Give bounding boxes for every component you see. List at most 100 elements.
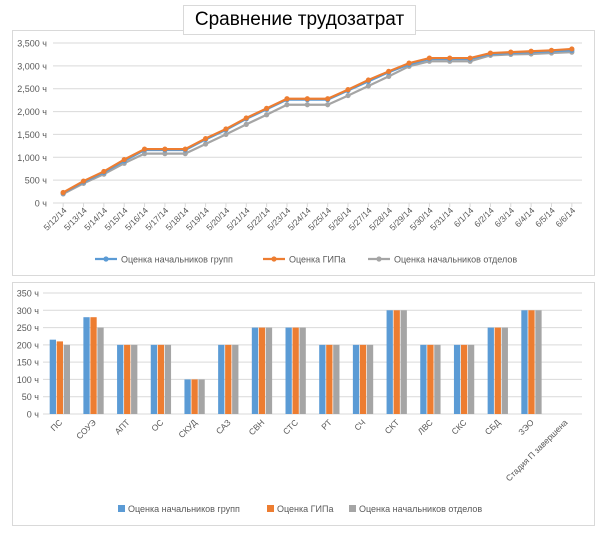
category-label: Стадия П завершена <box>504 417 570 483</box>
bar-сбд-s1 <box>487 327 494 414</box>
legend-label: Оценка начальников групп <box>121 255 233 265</box>
bar-зэо-s1 <box>521 310 528 414</box>
data-point <box>121 156 127 163</box>
data-point <box>202 135 209 142</box>
bar-пс-s1 <box>49 339 56 414</box>
data-point <box>162 146 168 152</box>
y-tick-label: 1,000 ч <box>17 153 47 163</box>
line-chart-panel[interactable] <box>12 30 595 276</box>
y-tick-label: 1,500 ч <box>17 130 47 140</box>
bar-скс-s1 <box>453 344 461 414</box>
y-tick-label: 250 ч <box>17 323 40 333</box>
legend-swatch <box>118 505 125 512</box>
category-label: СБД <box>483 417 503 437</box>
category-label: СВН <box>247 417 267 437</box>
data-point <box>162 151 168 157</box>
bar-скуд-s3 <box>198 379 205 414</box>
bar-ос-s3 <box>164 344 172 414</box>
bar-сч-s3 <box>366 344 374 414</box>
data-point <box>467 55 473 61</box>
series-line-2 <box>62 47 572 194</box>
bar-сбд-s3 <box>501 327 508 414</box>
data-point <box>264 112 270 118</box>
category-label: РТ <box>319 417 333 431</box>
legend-label: Оценка ГИПа <box>277 504 334 514</box>
legend-label: Оценка начальников групп <box>128 504 240 514</box>
bar-сч-s2 <box>359 344 367 414</box>
bar-апт-s3 <box>131 344 138 414</box>
bar-лвс-s2 <box>427 344 434 414</box>
bar-зэо-s2 <box>528 310 535 414</box>
data-point <box>345 92 351 99</box>
bar-саз-s3 <box>232 344 239 414</box>
bar-рт-s3 <box>333 344 340 414</box>
data-point <box>426 55 433 61</box>
bar-стс-s1 <box>285 327 292 414</box>
category-label: СКТ <box>383 417 402 436</box>
bar-скт-s2 <box>393 310 400 414</box>
data-point <box>141 146 148 152</box>
data-point <box>202 141 209 147</box>
y-tick-label: 0 ч <box>27 410 40 420</box>
data-point <box>386 73 392 79</box>
data-point <box>406 60 412 66</box>
category-label: САЗ <box>214 417 233 436</box>
bar-лвс-s3 <box>434 344 441 414</box>
bar-соуэ-s3 <box>97 327 104 414</box>
bar-скс-s2 <box>460 344 468 414</box>
data-point <box>508 49 514 55</box>
category-label: ОС <box>149 417 165 433</box>
bar-стс-s3 <box>299 327 306 414</box>
bar-зэо-s3 <box>535 310 542 414</box>
data-point <box>264 105 270 111</box>
y-tick-label: 350 ч <box>17 289 40 299</box>
y-tick-label: 2,500 ч <box>17 84 47 94</box>
bar-рт-s1 <box>319 344 326 414</box>
y-tick-label: 2,000 ч <box>17 107 47 117</box>
data-point <box>182 146 188 152</box>
data-point <box>243 115 249 121</box>
category-label: ПС <box>49 417 65 433</box>
legend-label: Оценка ГИПа <box>289 255 346 265</box>
data-point <box>487 50 494 56</box>
data-point <box>345 87 351 93</box>
data-point <box>304 96 310 102</box>
data-point <box>365 77 371 83</box>
bar-свн-s1 <box>251 327 259 414</box>
bar-свн-s2 <box>258 327 266 414</box>
category-label: ЗЭО <box>516 417 536 437</box>
data-point <box>182 151 188 157</box>
y-tick-label: 100 ч <box>17 375 40 385</box>
data-point <box>101 168 107 175</box>
y-tick-label: 50 ч <box>22 392 40 402</box>
y-tick-label: 300 ч <box>17 306 40 316</box>
data-point <box>60 189 66 196</box>
category-label: СКУД <box>176 417 199 440</box>
legend-label: Оценка начальников отделов <box>394 255 517 265</box>
chart-title: Сравнение трудозатрат <box>183 5 416 35</box>
series-line-3 <box>62 51 572 195</box>
data-point <box>304 102 310 108</box>
legend-marker <box>271 256 277 262</box>
bar-саз-s2 <box>225 344 232 414</box>
bar-скуд-s2 <box>191 379 198 414</box>
legend-marker <box>376 256 382 262</box>
bar-соуэ-s1 <box>83 317 90 414</box>
bar-скс-s3 <box>467 344 475 414</box>
data-point <box>284 96 290 102</box>
data-point <box>80 178 87 184</box>
y-tick-label: 150 ч <box>17 358 40 368</box>
category-label: СЧ <box>352 417 367 432</box>
category-label: СОУЭ <box>74 417 98 441</box>
data-point <box>223 131 229 138</box>
bar-соуэ-s2 <box>90 317 97 414</box>
data-point <box>386 68 392 74</box>
bar-стс-s2 <box>292 327 299 414</box>
y-tick-label: 3,500 ч <box>17 39 47 49</box>
bar-рт-s2 <box>326 344 333 414</box>
bar-свн-s3 <box>265 327 273 414</box>
bar-ос-s1 <box>150 344 158 414</box>
bar-апт-s2 <box>124 344 131 414</box>
